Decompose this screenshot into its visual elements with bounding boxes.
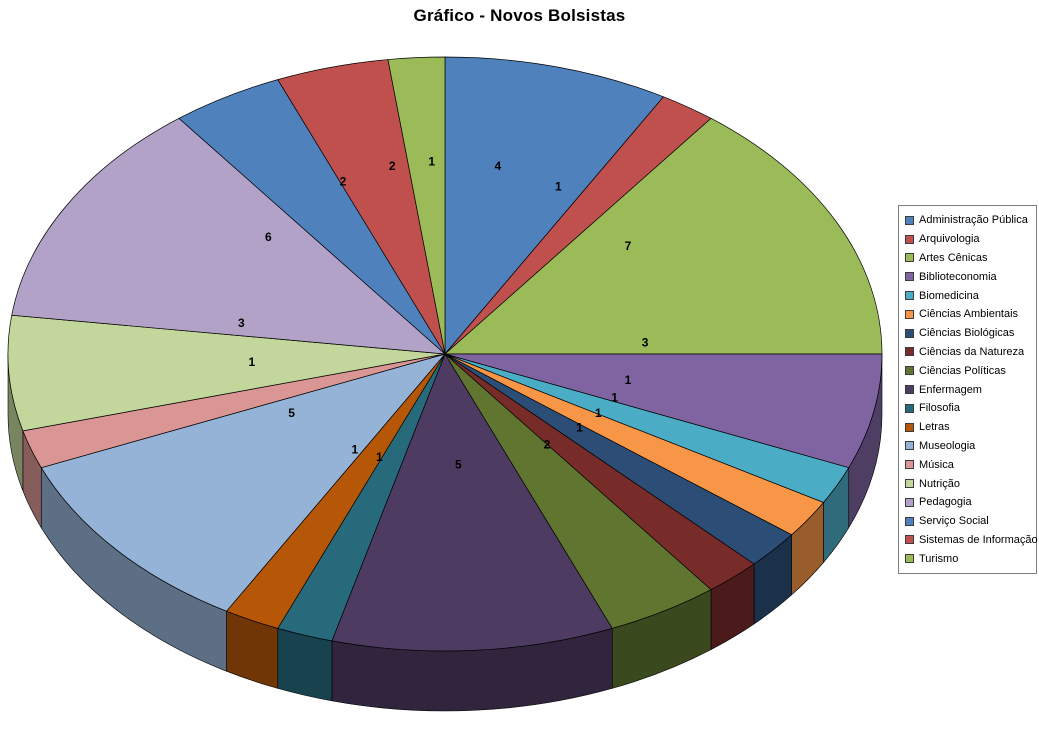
legend-label: Nutrição — [919, 477, 960, 490]
legend-label: Letras — [919, 421, 950, 434]
legend-item-museologia[interactable]: Museologia — [903, 437, 1033, 456]
legend-marker — [905, 366, 914, 376]
legend-marker — [905, 347, 914, 357]
legend-label: Serviço Social — [919, 515, 989, 528]
legend-item-sistemas-de-informacao[interactable]: Sistemas de Informação — [903, 531, 1038, 550]
data-label-servico-social: 2 — [340, 174, 347, 188]
legend-label: Ciências Políticas — [919, 364, 1006, 377]
pie-slice-pedagogia[interactable] — [11, 117, 447, 355]
chart-title: Gráfico - Novos Bolsistas — [413, 6, 626, 25]
legend-marker — [905, 328, 914, 338]
legend-item-ciencias-biologicas[interactable]: Ciências Biológicas — [903, 324, 1033, 343]
data-label-enfermagem: 5 — [455, 458, 462, 472]
legend-label: Biomedicina — [919, 289, 979, 302]
pie-slice-biblioteconomia[interactable] — [444, 353, 883, 469]
pie-slice-turismo[interactable] — [387, 56, 446, 355]
legend-marker — [905, 516, 914, 526]
legend-item-musica[interactable]: Música — [903, 455, 1033, 474]
data-label-sistemas-de-informacao: 2 — [389, 159, 396, 173]
legend-marker — [905, 479, 914, 489]
legend-label: Enfermagem — [919, 383, 982, 396]
legend-item-biomedicina[interactable]: Biomedicina — [903, 286, 1033, 305]
legend-label: Filosofia — [919, 402, 960, 415]
legend-marker — [905, 234, 914, 244]
legend-label: Artes Cênicas — [919, 251, 988, 264]
legend-marker — [905, 497, 914, 507]
legend-item-letras[interactable]: Letras — [903, 418, 1033, 437]
data-label-ciencias-da-natureza: 1 — [576, 420, 583, 434]
pie-slice-enfermagem[interactable] — [331, 353, 613, 652]
data-label-nutricao: 3 — [238, 316, 245, 330]
legend-item-enfermagem[interactable]: Enfermagem — [903, 380, 1033, 399]
legend-marker — [905, 215, 914, 225]
legend-label: Sistemas de Informação — [919, 533, 1038, 546]
legend-marker — [905, 422, 914, 432]
legend-item-administracao-publica[interactable]: Administração Pública — [903, 211, 1033, 230]
legend-marker — [905, 253, 914, 263]
legend-item-pedagogia[interactable]: Pedagogia — [903, 493, 1033, 512]
data-label-arquivologia: 1 — [555, 180, 562, 194]
legend-item-artes-cenicas[interactable]: Artes Cênicas — [903, 249, 1033, 268]
legend-label: Administração Pública — [919, 214, 1028, 227]
legend-marker — [905, 441, 914, 451]
legend-marker — [905, 291, 914, 301]
legend-item-filosofia[interactable]: Filosofia — [903, 399, 1033, 418]
legend-label: Pedagogia — [919, 496, 972, 509]
legend-label: Arquivologia — [919, 233, 980, 246]
legend-item-ciencias-ambientais[interactable]: Ciências Ambientais — [903, 305, 1033, 324]
data-label-pedagogia: 6 — [265, 230, 272, 244]
legend-label: Ciências Ambientais — [919, 308, 1019, 321]
legend-marker — [905, 460, 914, 470]
pie-slice-artes-cenicas[interactable] — [444, 117, 883, 355]
legend-item-ciencias-da-natureza[interactable]: Ciências da Natureza — [903, 343, 1033, 362]
legend: Administração Pública Arquivologia Artes C… — [898, 205, 1038, 575]
legend-item-turismo[interactable]: Turismo — [903, 549, 1033, 568]
data-label-letras: 1 — [351, 442, 358, 456]
legend-label: Museologia — [919, 439, 976, 452]
pie-slice-nutricao[interactable] — [7, 314, 446, 432]
data-label-biomedicina: 1 — [625, 373, 632, 387]
legend-item-arquivologia[interactable]: Arquivologia — [903, 230, 1033, 249]
data-label-ciencias-politicas: 2 — [544, 438, 551, 452]
data-label-musica: 1 — [248, 355, 255, 369]
data-label-artes-cenicas: 7 — [625, 239, 632, 253]
data-label-filosofia: 1 — [376, 450, 383, 464]
legend-item-nutricao[interactable]: Nutrição — [903, 474, 1033, 493]
data-label-turismo: 1 — [428, 154, 435, 168]
data-label-ciencias-biologicas: 1 — [595, 406, 602, 420]
legend-item-servico-social[interactable]: Serviço Social — [903, 512, 1033, 531]
legend-label: Turismo — [919, 552, 959, 565]
legend-label: Música — [919, 458, 954, 471]
pie-slice-administracao-publica[interactable] — [444, 56, 665, 355]
legend-label: Ciências da Natureza — [919, 345, 1025, 358]
legend-marker — [905, 309, 914, 319]
data-label-biblioteconomia: 3 — [642, 336, 649, 350]
legend-marker — [905, 403, 914, 413]
legend-marker — [905, 535, 914, 545]
legend-marker — [905, 272, 914, 282]
legend-label: Ciências Biológicas — [919, 327, 1015, 340]
data-label-ciencias-ambientais: 1 — [611, 390, 618, 404]
legend-label: Biblioteconomia — [919, 270, 997, 283]
legend-marker — [905, 554, 914, 564]
legend-item-biblioteconomia[interactable]: Biblioteconomia — [903, 267, 1033, 286]
data-label-museologia: 5 — [288, 406, 295, 420]
data-label-administracao-publica: 4 — [494, 159, 501, 173]
pie-slice-museologia[interactable] — [40, 353, 447, 612]
legend-item-ciencias-politicas[interactable]: Ciências Políticas — [903, 361, 1033, 380]
legend-marker — [905, 385, 914, 395]
